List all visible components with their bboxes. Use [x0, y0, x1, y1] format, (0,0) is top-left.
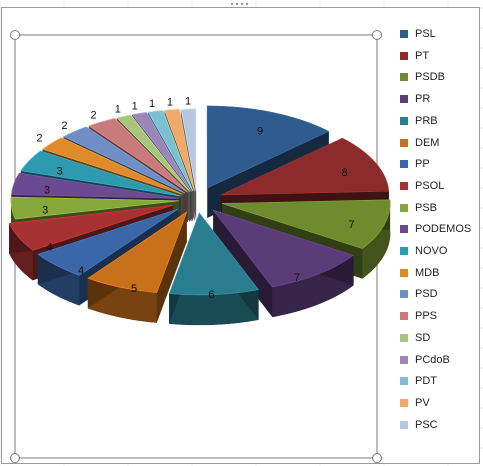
legend-item-sd[interactable]: SD — [400, 331, 430, 345]
legend-item-pr[interactable]: PR — [400, 92, 430, 106]
data-label-psb: 3 — [42, 205, 48, 217]
plot-area-resize-handle[interactable] — [372, 453, 382, 463]
legend-swatch — [400, 51, 408, 60]
pie-slice-pr[interactable] — [212, 209, 355, 318]
legend-swatch — [400, 247, 408, 255]
chart-legend[interactable]: PSL PT PSDB PR PRB DEM PP PSOL PSB PODEMOS NOVO MDB… — [400, 27, 480, 447]
legend-label: MDB — [415, 266, 440, 279]
legend-swatch — [400, 160, 408, 169]
legend-label: PDT — [415, 375, 437, 388]
legend-swatch — [400, 420, 408, 429]
legend-swatch — [400, 290, 408, 299]
data-label-psl: 9 — [257, 126, 263, 138]
legend-swatch — [400, 355, 408, 364]
data-label-pps: 2 — [91, 110, 97, 122]
data-label-pdt: 1 — [149, 98, 155, 110]
data-label-psdb: 7 — [349, 219, 355, 231]
legend-swatch — [400, 73, 408, 82]
legend-item-pp[interactable]: PP — [400, 157, 430, 171]
plot-area-resize-handle[interactable] — [372, 30, 382, 40]
data-label-mdb: 2 — [36, 133, 42, 145]
data-label-dem: 5 — [131, 283, 137, 295]
legend-label: PCdoB — [415, 353, 450, 366]
data-label-pt: 8 — [341, 167, 347, 179]
legend-swatch — [400, 95, 408, 104]
legend-label: PSL — [415, 28, 436, 40]
legend-item-prb[interactable]: PRB — [400, 114, 438, 128]
data-label-psc: 1 — [185, 96, 191, 108]
plot-area-resize-handle[interactable] — [10, 453, 20, 463]
resize-grip-icon[interactable] — [226, 1, 256, 7]
legend-item-psdb[interactable]: PSDB — [400, 70, 445, 84]
pie-slice-dem[interactable] — [87, 211, 188, 323]
legend-swatch — [400, 116, 408, 125]
legend-item-dem[interactable]: DEM — [400, 136, 439, 150]
legend-item-pt[interactable]: PT — [400, 49, 429, 63]
data-label-pp: 4 — [78, 265, 84, 277]
pie-slices — [8, 105, 391, 326]
legend-label: PSOL — [415, 179, 445, 192]
legend-swatch — [400, 312, 408, 321]
legend-item-mdb[interactable]: MDB — [400, 266, 439, 280]
legend-label: PSD — [415, 288, 438, 301]
legend-item-podemos[interactable]: PODEMOS — [400, 222, 471, 236]
legend-item-pdt[interactable]: PDT — [400, 374, 437, 388]
legend-label: PSDB — [415, 71, 445, 84]
legend-label: PV — [415, 396, 430, 409]
legend-swatch — [400, 377, 408, 386]
data-label-podemos: 3 — [44, 185, 50, 197]
legend-label: SD — [415, 331, 431, 344]
legend-swatch — [400, 225, 408, 234]
pie-slice-prb[interactable] — [168, 212, 259, 326]
legend-swatch — [400, 138, 408, 147]
data-label-pv: 1 — [167, 97, 173, 109]
legend-item-pv[interactable]: PV — [400, 396, 430, 410]
legend-label: PSB — [415, 201, 438, 214]
data-label-pr: 7 — [294, 272, 300, 284]
legend-swatch — [400, 333, 408, 342]
legend-label: PP — [415, 158, 430, 171]
legend-label: NOVO — [415, 245, 448, 257]
data-label-prb: 6 — [208, 289, 214, 301]
legend-swatch — [400, 268, 408, 277]
legend-item-novo[interactable]: NOVO — [400, 244, 447, 258]
legend-swatch — [400, 30, 408, 38]
legend-swatch — [400, 181, 408, 190]
legend-label: PODEMOS — [415, 223, 472, 236]
legend-swatch — [400, 398, 408, 407]
legend-label: DEM — [415, 136, 440, 149]
legend-item-pcdob[interactable]: PCdoB — [400, 353, 450, 367]
legend-item-psb[interactable]: PSB — [400, 201, 437, 215]
legend-item-psol[interactable]: PSOL — [400, 179, 444, 193]
data-label-sd: 1 — [115, 104, 121, 116]
data-label-psd: 2 — [61, 120, 67, 132]
plot-area-resize-handle[interactable] — [10, 30, 20, 40]
legend-item-psc[interactable]: PSC — [400, 418, 438, 432]
legend-item-psd[interactable]: PSD — [400, 287, 438, 301]
data-label-psol: 4 — [46, 241, 52, 253]
legend-item-pps[interactable]: PPS — [400, 309, 437, 323]
legend-label: PR — [415, 93, 431, 106]
data-label-pcdob: 1 — [132, 100, 138, 112]
legend-label: PSC — [415, 418, 438, 431]
legend-label: PT — [415, 49, 430, 62]
legend-swatch — [400, 203, 408, 212]
legend-label: PPS — [415, 310, 438, 323]
legend-label: PRB — [415, 114, 438, 127]
data-label-novo: 3 — [57, 166, 63, 178]
legend-item-psl[interactable]: PSL — [400, 27, 436, 41]
